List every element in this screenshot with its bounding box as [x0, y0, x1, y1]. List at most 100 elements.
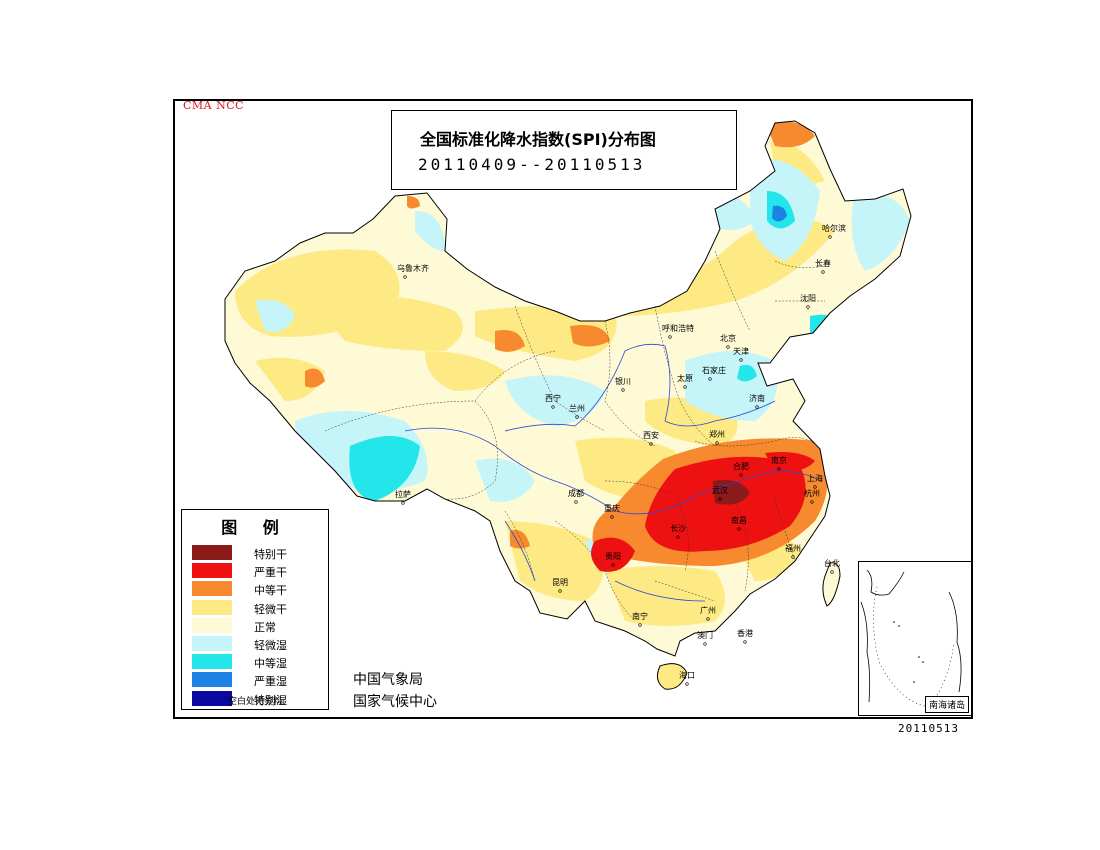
city-marker: 澳门: [697, 630, 713, 646]
city-dot: [703, 642, 707, 646]
legend-swatch: [192, 545, 232, 560]
city-label: 南宁: [632, 611, 648, 621]
city-label: 兰州: [569, 403, 585, 413]
city-label: 昆明: [552, 578, 568, 587]
city-label: 福州: [785, 544, 801, 553]
inset-map: [860, 569, 962, 708]
city-marker: 香港: [737, 628, 753, 644]
city-label: 香港: [737, 628, 753, 638]
city-dot: [575, 415, 579, 419]
city-label: 北京: [720, 333, 736, 343]
legend-label: 严重湿: [254, 675, 287, 689]
city-marker: 台北: [824, 558, 840, 574]
footer-date: 20110513: [898, 722, 959, 735]
city-dot: [828, 235, 832, 239]
city-label: 呼和浩特: [662, 323, 694, 333]
city-dot: [743, 640, 747, 644]
city-dot: [806, 305, 810, 309]
city-dot: [813, 485, 817, 489]
city-marker: 天津: [733, 346, 749, 362]
city-label: 哈尔滨: [822, 223, 846, 233]
legend-swatch: [192, 599, 232, 615]
city-label: 银川: [615, 376, 631, 386]
city-label: 太原: [677, 373, 693, 383]
city-label: 杭州: [804, 488, 820, 498]
city-dot: [739, 473, 743, 477]
city-dot: [668, 335, 672, 339]
city-dot: [574, 500, 578, 504]
city-label: 重庆: [604, 503, 620, 513]
city-dot: [610, 515, 614, 519]
city-dot: [708, 377, 712, 381]
city-dot: [676, 535, 680, 539]
legend-swatch: [192, 690, 232, 706]
city-marker: 西宁: [545, 393, 561, 409]
city-label: 台北: [824, 558, 840, 568]
city-dot: [621, 388, 625, 392]
city-marker: 广州: [700, 605, 716, 621]
city-dot: [685, 682, 689, 686]
city-marker: 沈阳: [800, 293, 816, 309]
city-dot: [791, 555, 795, 559]
date-range: 20110409--20110513: [418, 155, 646, 174]
city-marker: 成都: [568, 488, 584, 504]
city-marker: 海口: [679, 670, 695, 686]
city-marker: 长春: [815, 258, 831, 274]
legend-label: 轻微湿: [254, 638, 287, 652]
taiwan-island: [822, 562, 841, 607]
city-dot: [611, 563, 615, 567]
legend-swatch: [192, 563, 232, 579]
city-marker: 南昌: [731, 515, 747, 531]
legend-note: 空白处无资料: [227, 697, 282, 707]
city-label: 沈阳: [800, 293, 816, 303]
legend-swatch: [192, 581, 232, 597]
city-label: 济南: [749, 393, 765, 403]
city-dot: [718, 497, 722, 501]
rivers: [404, 343, 821, 602]
legend-swatch: [192, 654, 232, 670]
legend-swatch: [192, 617, 232, 633]
city-marker: 北京: [720, 333, 736, 349]
city-dot: [638, 623, 642, 627]
city-dot: [830, 570, 834, 574]
legend-title: 图 例: [221, 518, 289, 537]
legend-label: 中等湿: [254, 657, 287, 671]
city-marker: 太原: [677, 373, 693, 389]
city-dot: [558, 589, 562, 593]
legend-swatch: [192, 672, 232, 688]
city-marker: 银川: [615, 376, 631, 392]
city-label: 成都: [568, 488, 584, 498]
city-marker: 石家庄: [702, 365, 726, 381]
city-marker: 长沙: [670, 523, 686, 539]
city-label: 海口: [679, 670, 695, 680]
city-label: 西宁: [545, 393, 561, 403]
city-dot: [737, 527, 741, 531]
inset-label: 南海诸岛: [924, 696, 969, 713]
map-frame: 乌鲁木齐 哈尔滨 长春 沈阳 呼和浩特 北京 天津 银川 太原 石家庄 西宁 兰州 济南 西安 郑州 合肥 南京…: [173, 99, 973, 719]
city-label: 石家庄: [702, 365, 726, 375]
city-marker: 贵阳: [605, 551, 621, 567]
city-marker: 合肥: [733, 461, 749, 477]
city-marker: 兰州: [569, 403, 585, 419]
legend-label: 轻微干: [254, 602, 287, 616]
city-label: 武汉: [712, 485, 728, 495]
city-label: 澳门: [697, 630, 713, 640]
city-marker: 拉萨: [395, 489, 411, 505]
city-marker: 昆明: [552, 578, 568, 593]
city-dot: [739, 358, 743, 362]
city-dot: [821, 270, 825, 274]
legend-label: 严重干: [254, 566, 287, 580]
legend-label: 特别湿: [254, 693, 287, 707]
city-marker: 福州: [785, 544, 801, 559]
org-line1: 中国气象局: [353, 672, 423, 688]
legend-label: 正常: [254, 620, 276, 634]
city-dot: [715, 441, 719, 445]
city-dot: [706, 617, 710, 621]
china-border: [224, 120, 912, 657]
city-marker: 武汉: [712, 485, 728, 501]
city-label: 南京: [771, 455, 787, 465]
city-marker: 乌鲁木齐: [397, 263, 429, 279]
city-label: 上海: [807, 473, 823, 483]
